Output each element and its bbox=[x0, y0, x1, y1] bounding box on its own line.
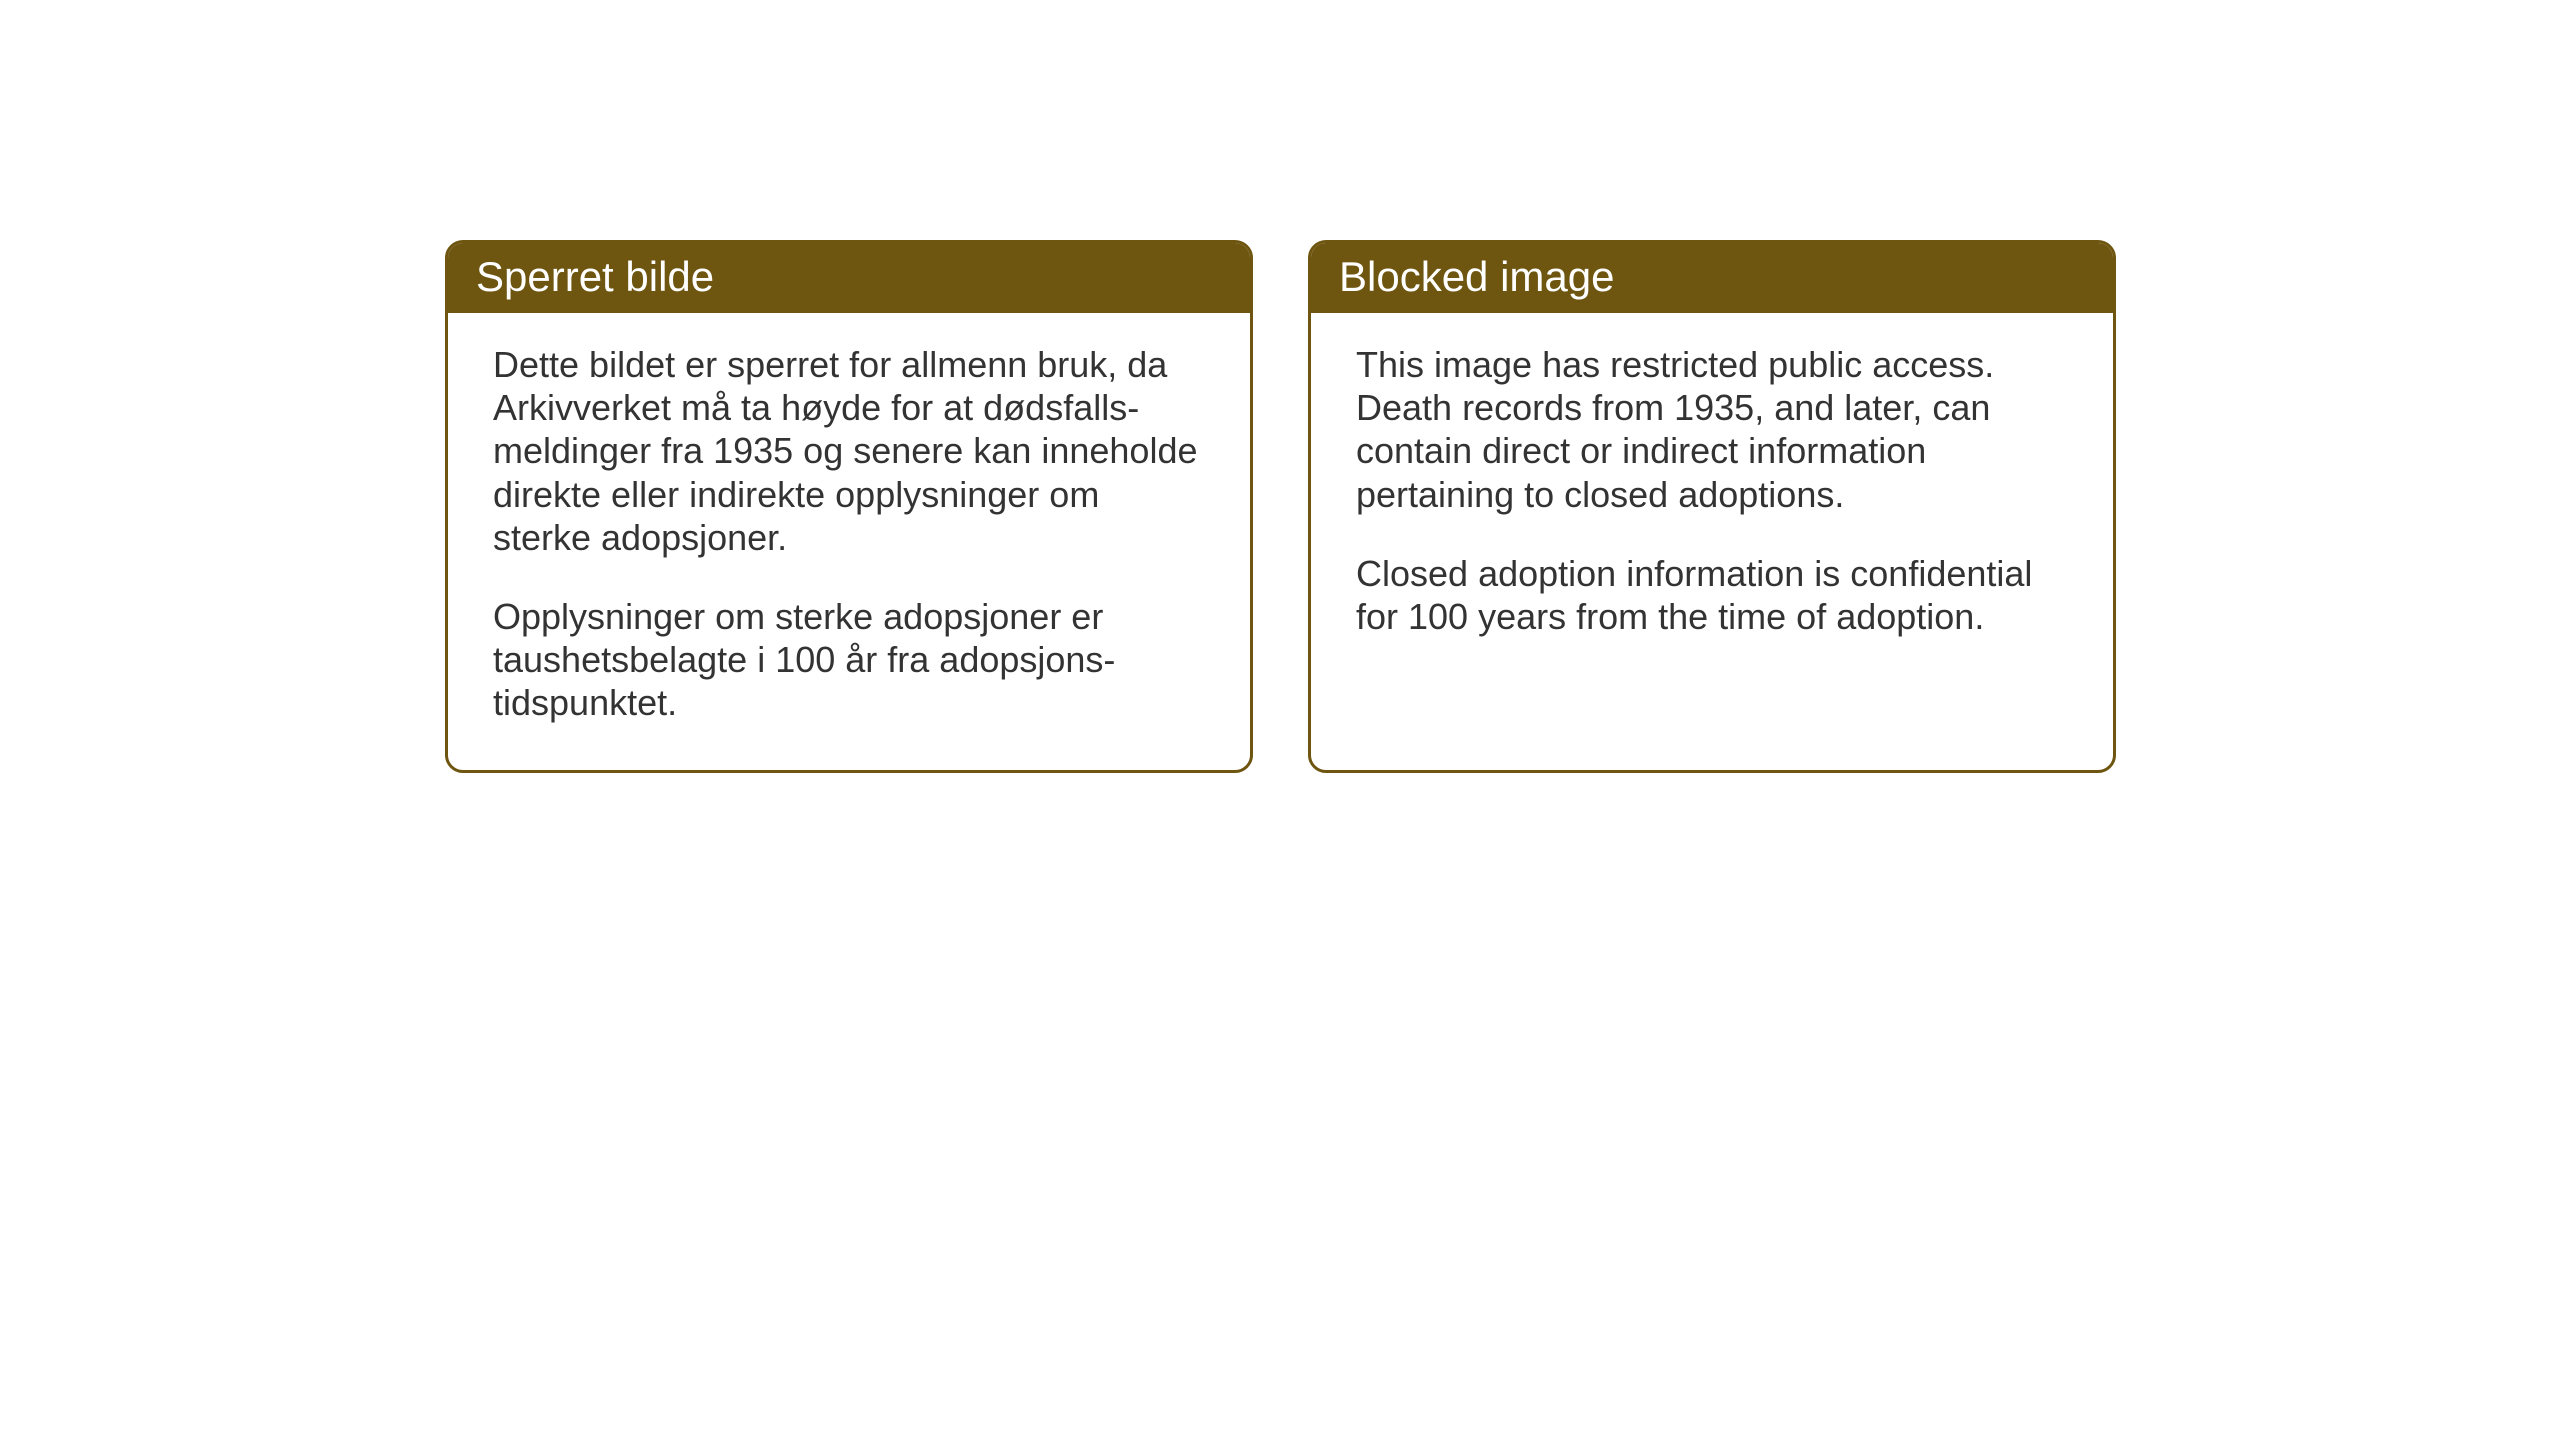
notice-body-norwegian: Dette bildet er sperret for allmenn bruk… bbox=[448, 313, 1250, 770]
notice-cards-container: Sperret bilde Dette bildet er sperret fo… bbox=[445, 240, 2116, 773]
notice-paragraph-1-english: This image has restricted public access.… bbox=[1356, 343, 2068, 516]
notice-paragraph-1-norwegian: Dette bildet er sperret for allmenn bruk… bbox=[493, 343, 1205, 559]
notice-title-english: Blocked image bbox=[1339, 253, 1614, 300]
notice-header-norwegian: Sperret bilde bbox=[448, 243, 1250, 313]
notice-body-english: This image has restricted public access.… bbox=[1311, 313, 2113, 683]
notice-card-english: Blocked image This image has restricted … bbox=[1308, 240, 2116, 773]
notice-paragraph-2-norwegian: Opplysninger om sterke adopsjoner er tau… bbox=[493, 595, 1205, 725]
notice-paragraph-2-english: Closed adoption information is confident… bbox=[1356, 552, 2068, 638]
notice-header-english: Blocked image bbox=[1311, 243, 2113, 313]
notice-title-norwegian: Sperret bilde bbox=[476, 253, 714, 300]
notice-card-norwegian: Sperret bilde Dette bildet er sperret fo… bbox=[445, 240, 1253, 773]
